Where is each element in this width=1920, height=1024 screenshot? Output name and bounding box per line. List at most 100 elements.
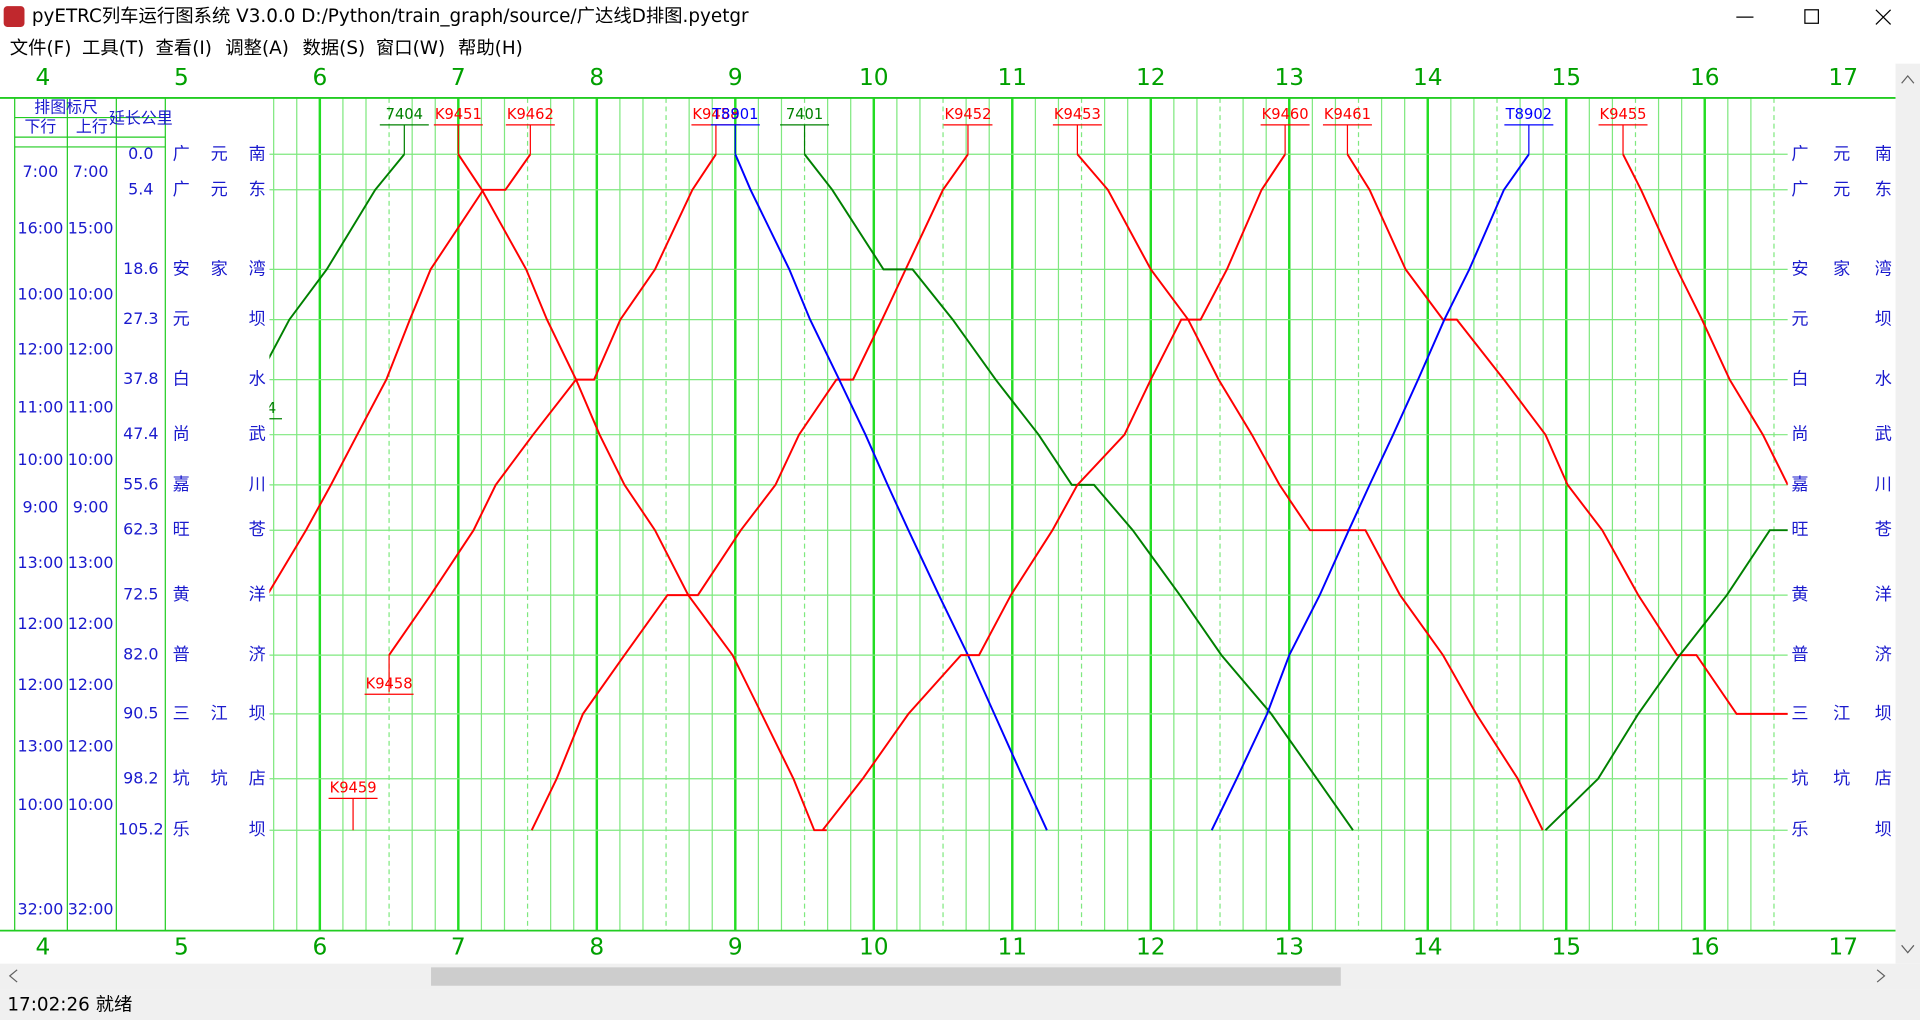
hour-label-bottom: 15	[1551, 933, 1581, 960]
hour-label-top: 8	[589, 64, 604, 91]
hour-label-top: 11	[997, 64, 1027, 91]
ruler-up-time: 12:00	[68, 675, 114, 694]
hour-label-top: 9	[728, 64, 743, 91]
train-label: 7401	[786, 106, 823, 123]
hour-label-top: 16	[1690, 64, 1720, 91]
menu-item[interactable]: 数据(S)	[302, 38, 365, 59]
station-name-right: 广元东	[1791, 180, 1891, 200]
train-label: T8902	[1505, 106, 1552, 123]
ruler-up-time: 10:00	[68, 285, 114, 304]
hour-label-bottom: 10	[859, 933, 889, 960]
hour-label-bottom: 9	[728, 933, 743, 960]
ruler-down-time: 11:00	[17, 397, 63, 416]
station-km: 37.8	[123, 369, 158, 388]
menu-item[interactable]: 窗口(W)	[376, 38, 445, 59]
train-line	[1076, 153, 1544, 831]
hour-label-top: 7	[451, 64, 466, 91]
ruler-up-time: 12:00	[68, 614, 114, 633]
menu-item[interactable]: 帮助(H)	[458, 38, 523, 59]
ruler-down-time: 10:00	[17, 795, 63, 814]
train-line	[1210, 153, 1530, 831]
station-name: 坑坑店	[173, 769, 266, 789]
ruler-down-header: 下行	[24, 117, 56, 136]
train-label: K9458	[692, 106, 739, 123]
ruler-down-time: 9:00	[23, 498, 59, 517]
station-km: 62.3	[123, 520, 158, 539]
hour-label-top: 6	[312, 64, 327, 91]
station-km: 27.3	[123, 309, 158, 328]
ruler-down-time: 10:00	[17, 450, 63, 469]
train-line	[457, 153, 827, 832]
ruler-down-time: 12:00	[17, 675, 63, 694]
train-line	[266, 153, 532, 596]
ruler-down-time: 12:00	[17, 614, 63, 633]
train-label: K9458	[366, 675, 413, 692]
station-km: 98.2	[123, 768, 158, 787]
scroll-arrows[interactable]	[1901, 74, 1915, 954]
status-text: 17:02:26 就绪	[7, 994, 132, 1015]
station-km: 90.5	[123, 703, 158, 722]
ruler-up-time: 13:00	[68, 553, 114, 572]
ruler-header: 排图标尺	[34, 97, 98, 116]
train-line	[388, 153, 717, 656]
hour-label-bottom: 12	[1136, 933, 1166, 960]
station-name: 安家湾	[173, 259, 266, 279]
station-km: 105.2	[118, 820, 164, 839]
app-icon	[3, 6, 25, 27]
menu-item[interactable]: 工具(T)	[82, 38, 144, 59]
train-label: 7404	[386, 106, 423, 123]
station-name-right: 广元南	[1791, 144, 1891, 164]
train-label: K9461	[1324, 106, 1371, 123]
hour-label-top: 12	[1136, 64, 1166, 91]
train-line	[821, 153, 1286, 831]
vertical-scrollbar[interactable]	[1895, 63, 1920, 964]
train-line	[803, 153, 1354, 831]
ruler-up-time: 11:00	[68, 397, 114, 416]
train-line	[1544, 529, 1788, 831]
hour-label-bottom: 5	[174, 933, 189, 960]
station-km: 82.0	[123, 645, 158, 664]
menu-item[interactable]: 查看(I)	[156, 38, 212, 59]
km-header: 延长公里	[109, 108, 173, 127]
ruler-up-time: 10:00	[68, 795, 114, 814]
station-name-right: 坑坑店	[1791, 769, 1891, 789]
ruler-down-time: 32:00	[17, 899, 63, 918]
train-line	[256, 153, 406, 381]
ruler-down-time: 13:00	[17, 553, 63, 572]
scroll-thumb[interactable]	[431, 967, 1341, 986]
hour-label-bottom: 4	[35, 933, 50, 960]
ruler-down-time: 10:00	[17, 285, 63, 304]
ruler-up-time: 9:00	[73, 498, 109, 517]
train-line	[1346, 153, 1788, 715]
scroll-arrows[interactable]	[8, 969, 1886, 983]
ruler-up-time: 12:00	[68, 736, 114, 755]
ruler-up-time: 7:00	[73, 162, 109, 181]
hour-label-top: 13	[1274, 64, 1304, 91]
train-line	[1622, 153, 1789, 486]
hour-label-bottom: 17	[1828, 933, 1858, 960]
right-panel	[1787, 99, 1896, 930]
hour-label-bottom: 13	[1274, 933, 1304, 960]
station-km: 55.6	[123, 474, 158, 493]
ruler-up-time: 15:00	[68, 218, 114, 237]
train-label: K9452	[944, 106, 991, 123]
station-km: 0.0	[128, 144, 153, 163]
ruler-up-time: 32:00	[68, 899, 114, 918]
station-name: 广元南	[173, 144, 266, 164]
menu-item[interactable]: 调整(A)	[225, 38, 289, 59]
hour-label-top: 5	[174, 64, 189, 91]
station-name: 广元东	[173, 180, 266, 200]
station-name: 三江坝	[173, 704, 266, 724]
hour-label-top: 15	[1551, 64, 1581, 91]
diagram: 74047404K9451K9462K9458K9458K9452T890174…	[0, 64, 1896, 960]
train-line	[734, 153, 1048, 831]
hour-label-bottom: 14	[1413, 933, 1443, 960]
close-button[interactable]	[1875, 9, 1892, 25]
station-km: 5.4	[128, 179, 153, 198]
maximize-button[interactable]	[1804, 9, 1819, 24]
title-bar	[0, 0, 1920, 35]
ruler-panel	[0, 99, 270, 930]
menu-item[interactable]: 文件(F)	[10, 38, 72, 59]
